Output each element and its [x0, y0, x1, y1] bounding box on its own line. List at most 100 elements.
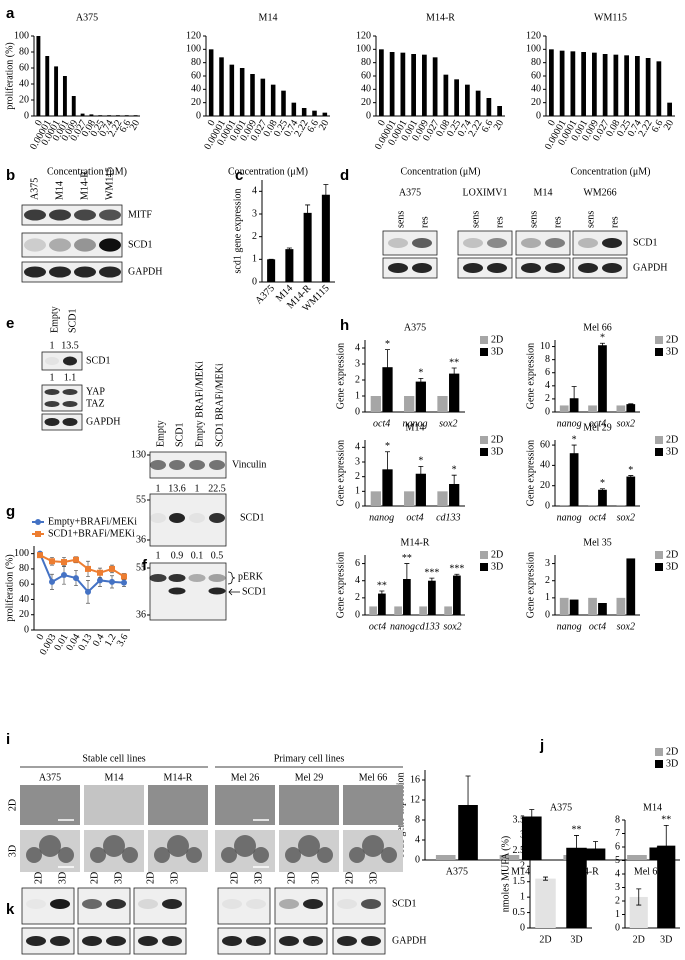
band	[24, 238, 46, 252]
y-tick-label: 0	[536, 110, 541, 121]
bar	[559, 504, 569, 506]
legend-label: 2D	[491, 434, 503, 445]
band	[209, 513, 225, 523]
bar	[411, 54, 416, 116]
x-axis-label: Concentration (μM)	[228, 166, 308, 177]
x-tick-label: 0	[546, 118, 558, 128]
x-tick-label: nanog	[369, 512, 394, 523]
bar	[570, 51, 576, 117]
error-bar	[465, 775, 471, 835]
panel-letter: g	[6, 503, 15, 520]
y-axis-label: Gene expression	[525, 552, 536, 618]
lane-label: 3D	[253, 872, 264, 884]
spheroid	[381, 847, 397, 863]
band	[463, 263, 483, 273]
lane-label: Empty BRAFi/MEKi	[194, 361, 205, 447]
point	[85, 588, 91, 595]
band	[412, 238, 432, 248]
y-axis-label: proliferation (%)	[4, 554, 15, 621]
panel-letter: k	[6, 901, 15, 918]
legend-label: 2D	[666, 549, 678, 560]
bar	[667, 102, 672, 116]
spheroid	[349, 847, 365, 863]
blot	[457, 257, 513, 279]
lane-label: 3D	[57, 872, 68, 884]
panel-letter: c	[235, 167, 243, 184]
micrograph	[20, 785, 80, 825]
band	[168, 574, 186, 582]
y-tick-label: 4	[355, 442, 360, 453]
band-label: SCD1	[392, 898, 416, 909]
band	[169, 513, 185, 523]
significance: ***	[449, 564, 464, 575]
bar	[598, 345, 607, 412]
panel-letter: h	[340, 317, 349, 334]
y-tick-label: 2	[252, 231, 257, 242]
x-tick-label: oct4	[373, 418, 390, 429]
x-tick-label: 2D	[539, 934, 551, 945]
x-tick-label: sox2	[617, 512, 635, 523]
legend-label: Empty+BRAFi/MEKi	[48, 516, 137, 527]
y-tick-label: 1.5	[513, 876, 526, 887]
bar	[627, 855, 647, 860]
band	[99, 209, 121, 221]
x-tick-label: 1.2	[103, 632, 119, 648]
y-tick-label: 0	[355, 609, 360, 620]
lane-label: WM115	[104, 167, 115, 200]
bar	[133, 115, 138, 116]
y-tick-label: 120	[356, 30, 371, 41]
band	[45, 357, 59, 365]
y-tick-label: 20	[19, 94, 29, 105]
significance: *	[572, 434, 577, 445]
bar	[549, 49, 554, 117]
legend-marker	[35, 519, 41, 525]
bar	[415, 473, 426, 506]
band	[138, 936, 158, 946]
bar	[588, 504, 597, 506]
bar	[499, 855, 520, 860]
chart-title: M14	[643, 802, 662, 813]
band-label: YAP	[86, 386, 105, 397]
y-tick-label: 40	[19, 78, 29, 89]
legend-label: 3D	[491, 346, 503, 357]
y-tick-label: 8	[415, 814, 420, 825]
blot	[21, 204, 123, 226]
bar	[229, 64, 235, 116]
legend-swatch	[480, 336, 488, 344]
legend-marker	[35, 531, 41, 537]
significance: *	[385, 339, 390, 350]
band	[63, 356, 77, 366]
y-tick-label: 0	[545, 609, 550, 620]
y-tick-label: 20	[361, 97, 371, 108]
legend-label: 3D	[491, 561, 503, 572]
lane-label: sens	[470, 211, 481, 228]
legend-swatch	[655, 748, 663, 756]
x-tick-label: 0.4	[91, 632, 107, 648]
chart-title: Mel 29	[583, 422, 612, 433]
bar	[656, 61, 662, 116]
panel-letter: a	[6, 5, 15, 22]
y-tick-label: 2	[355, 471, 360, 482]
band	[388, 263, 408, 273]
blot	[217, 887, 271, 925]
lane-label: 3D	[113, 872, 124, 884]
column-label: Mel 66	[359, 772, 388, 783]
lane-label: 3D	[310, 872, 321, 884]
band	[26, 899, 46, 909]
y-tick-label: 4	[355, 342, 360, 353]
significance: *	[385, 441, 390, 452]
y-tick-label: 2.5	[513, 845, 526, 856]
bar	[208, 49, 214, 117]
y-tick-label: 60	[531, 70, 541, 81]
ratio: 1	[50, 340, 55, 351]
band	[150, 513, 166, 523]
bar	[394, 606, 402, 615]
y-tick-label: 12	[410, 794, 420, 805]
bar	[219, 57, 224, 116]
y-axis-label: Gene expression	[525, 440, 536, 506]
bar	[115, 115, 120, 116]
legend-label: 3D	[666, 561, 678, 572]
point	[109, 565, 115, 572]
band	[208, 574, 226, 582]
y-tick-label: 3	[355, 456, 360, 467]
